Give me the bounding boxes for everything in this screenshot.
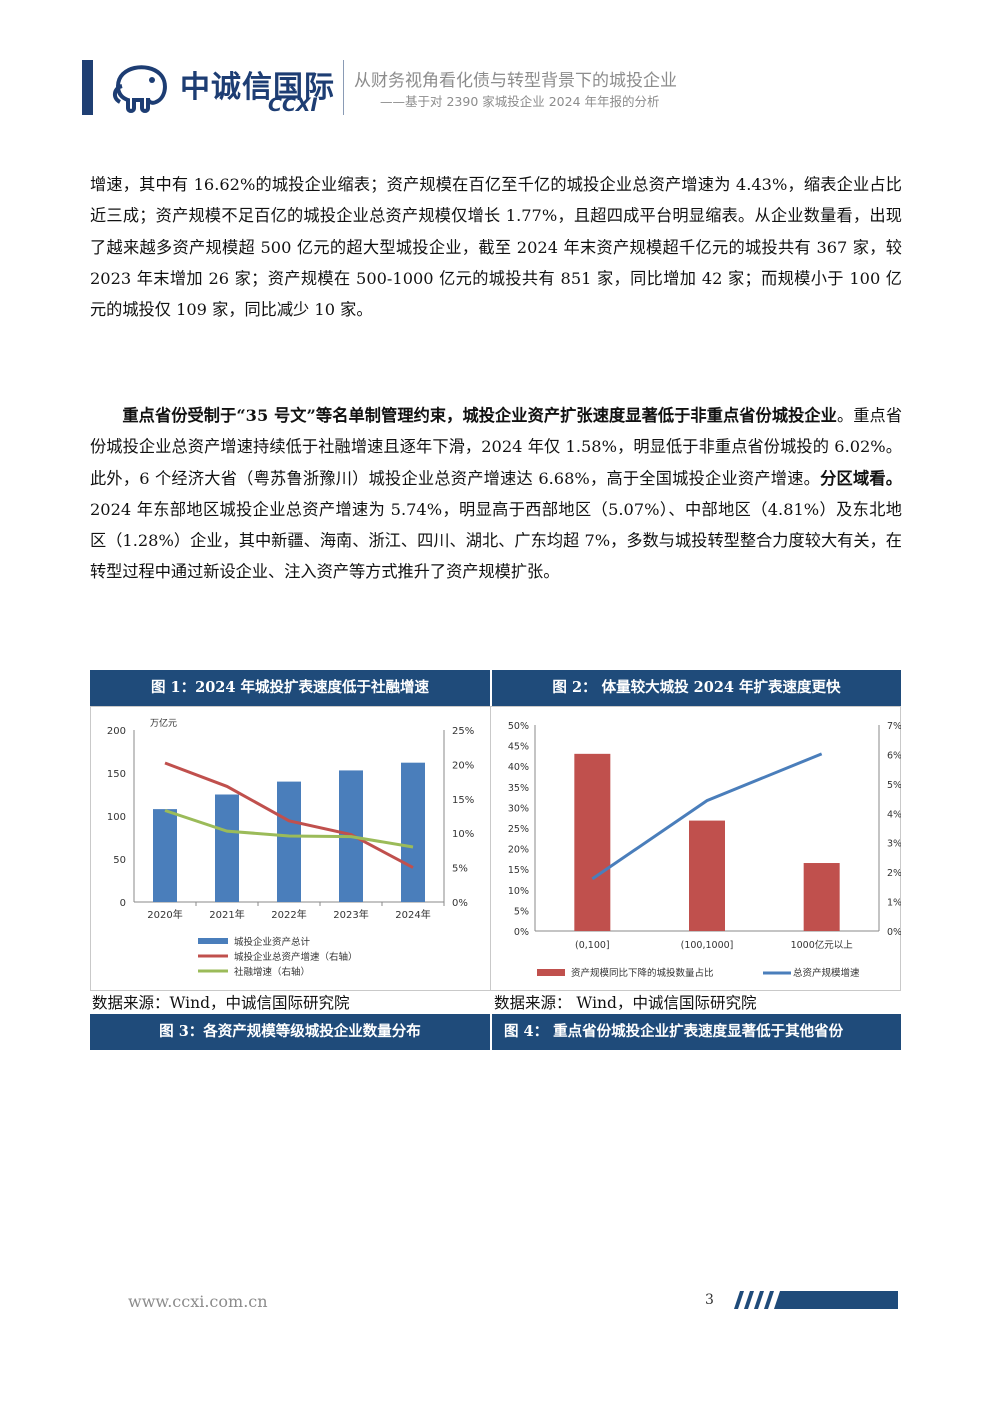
legend-label: 社融增速（右轴）: [234, 966, 310, 978]
bar-shrinking-share: [574, 753, 611, 931]
x-tick-label: 2020年: [147, 908, 182, 921]
left-tick-label: 20%: [508, 845, 529, 856]
left-tick-label: 200: [107, 726, 126, 737]
x-tick-label: 2024年: [395, 908, 430, 921]
paragraph-2-text: 。重点省份城投企业总资产增速持续低于社融增速且逐年下滑，2024 年仅 1.58…: [90, 406, 903, 488]
left-tick-label: 45%: [508, 742, 529, 753]
bar-asset-total: [401, 762, 425, 902]
right-tick-label: 5%: [452, 864, 468, 875]
right-tick-label: 0%: [887, 927, 901, 938]
left-tick-label: 25%: [508, 824, 529, 835]
left-tick-label: 40%: [508, 762, 529, 773]
bar-asset-total: [277, 781, 301, 902]
figure-divider: [490, 706, 491, 991]
right-tick-label: 5%: [887, 780, 901, 791]
x-tick-label: (100,1000]: [681, 940, 734, 951]
bar-shrinking-share: [689, 820, 725, 931]
x-tick-label: 2023年: [333, 908, 368, 921]
logo-english-name: CCXI: [268, 94, 318, 116]
legend-swatch-bar: [198, 938, 228, 944]
paragraph-2-bold-lead: 重点省份受制于“35 号文”等名单制管理约束，城投企业资产扩张速度显著低于非重点…: [122, 406, 837, 425]
right-tick-label: 20%: [452, 760, 474, 771]
figure-4-title: 图 4： 重点省份城投企业扩表速度显著低于其他省份: [492, 1014, 901, 1050]
x-tick-label: 2022年: [271, 908, 306, 921]
chart-1: 万亿元 200 150 100 50 0 25% 20% 15% 10% 5% 0% 2020年 2021…: [107, 717, 474, 978]
right-tick-label: 1%: [887, 898, 901, 909]
right-tick-label: 15%: [452, 795, 474, 806]
left-tick-label: 50%: [508, 721, 529, 732]
logo-chinese-name: 中诚信国际: [180, 70, 335, 105]
paragraph-2: 重点省份受制于“35 号文”等名单制管理约束，城投企业资产扩张速度显著低于非重点…: [90, 400, 902, 588]
figure-1-title: 图 1：2024 年城投扩表速度低于社融增速: [90, 670, 490, 706]
right-tick-label: 0%: [452, 898, 468, 909]
right-tick-label: 3%: [887, 839, 901, 850]
figure-2-source: 数据来源： Wind，中诚信国际研究院: [494, 994, 757, 1012]
line-asset-growth: [164, 761, 414, 869]
line-social-financing-growth: [164, 809, 414, 849]
left-tick-label: 10%: [508, 886, 529, 897]
left-axis-unit: 万亿元: [150, 717, 177, 729]
right-tick-label: 2%: [887, 868, 901, 879]
chart-2: 50% 45% 40% 35% 30% 25% 20% 15% 10% 5% 0% 7% 6% 5% 4% 3…: [508, 721, 901, 979]
left-tick-label: 150: [107, 769, 126, 780]
left-tick-label: 30%: [508, 803, 529, 814]
ccxi-logo: 中诚信国际 CCXI: [108, 56, 338, 118]
legend-label: 城投企业资产总计: [234, 936, 311, 948]
footer-stripe-decoration: [734, 1291, 898, 1309]
page-number: 3: [705, 1292, 714, 1308]
footer-url[interactable]: www.ccxi.com.cn: [128, 1292, 268, 1311]
right-tick-label: 25%: [452, 726, 474, 737]
header-divider: [343, 60, 344, 115]
report-title: 从财务视角看化债与转型背景下的城投企业: [354, 71, 677, 91]
x-tick-label: 2021年: [209, 908, 244, 921]
legend-swatch-bar: [537, 969, 565, 976]
paragraph-2-text-regional: 2024 年东部地区城投企业总资产增速为 5.74%，明显高于西部地区（5.07…: [90, 499, 902, 582]
x-tick-label: 1000亿元以上: [791, 939, 854, 951]
line-total-asset-growth: [591, 752, 823, 881]
paragraph-1: 增速，其中有 16.62%的城投企业缩表；资产规模在百亿至千亿的城投企业总资产增…: [90, 175, 902, 320]
bar-asset-total: [153, 809, 177, 902]
bar-asset-total: [215, 794, 239, 902]
left-tick-label: 15%: [508, 865, 529, 876]
legend-label: 资产规模同比下降的城投数量占比: [571, 967, 714, 979]
left-tick-label: 50: [113, 855, 126, 866]
left-tick-label: 5%: [514, 906, 529, 917]
left-tick-label: 0%: [514, 927, 529, 938]
left-tick-label: 0: [120, 898, 126, 909]
x-tick-label: (0,100]: [575, 940, 610, 951]
figure-1-source: 数据来源：Wind，中诚信国际研究院: [92, 994, 350, 1012]
right-tick-label: 4%: [887, 809, 901, 820]
left-tick-label: 100: [107, 812, 126, 823]
legend-label: 总资产规模增速: [793, 967, 860, 979]
right-tick-label: 10%: [452, 829, 474, 840]
legend-label: 城投企业总资产增速（右轴）: [234, 951, 358, 963]
left-tick-label: 35%: [508, 783, 529, 794]
header-accent-bar: [82, 60, 93, 115]
report-subtitle: ——基于对 2390 家城投企业 2024 年年报的分析: [380, 94, 660, 109]
right-tick-label: 7%: [887, 721, 901, 732]
figure-3-title: 图 3：各资产规模等级城投企业数量分布: [90, 1014, 490, 1050]
figure-2-title: 图 2： 体量较大城投 2024 年扩表速度更快: [492, 670, 901, 706]
bar-shrinking-share: [803, 863, 840, 931]
right-tick-label: 6%: [887, 750, 901, 761]
figure-frame: [90, 706, 901, 991]
paragraph-2-bold-regional: 分区域看。: [820, 468, 902, 488]
elephant-logo-icon: [113, 65, 167, 113]
